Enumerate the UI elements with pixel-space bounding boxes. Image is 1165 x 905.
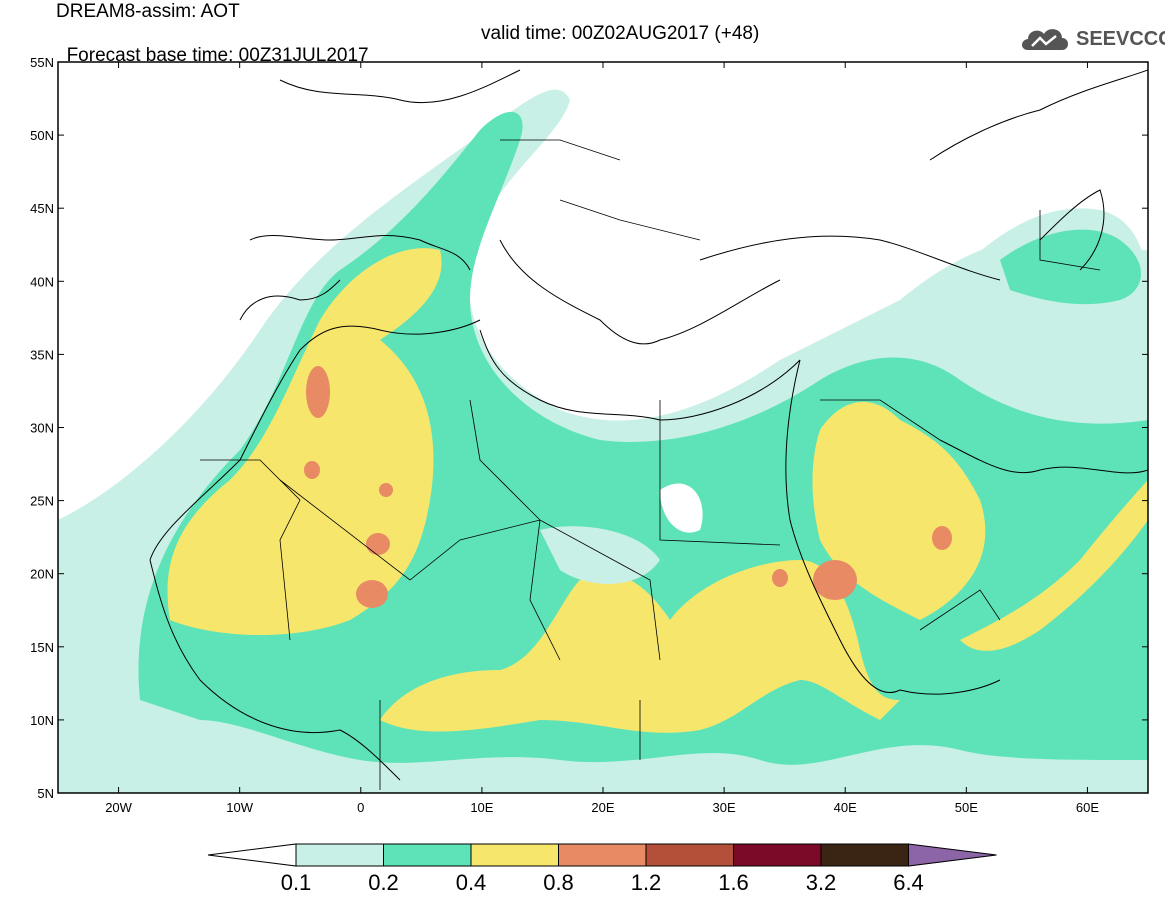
forecast-times: Forecast base time: 00Z31JUL2017 valid t… — [56, 23, 760, 89]
lat-label: 45N — [30, 201, 54, 216]
lon-label: 0 — [357, 800, 364, 815]
longitude-axis: 20W 10W 0 10E 20E 30E 40E 50E 60E — [105, 62, 1099, 815]
aot-level-0.8-e — [932, 526, 952, 550]
aot-level-0.8-c — [356, 580, 388, 608]
aot-level-0.8-h — [379, 483, 393, 497]
colorbar-segment — [295, 843, 384, 867]
colorbar-label: 0.1 — [280, 870, 312, 895]
colorbar-label: 0.8 — [543, 870, 574, 895]
colorbar-max-arrow — [908, 843, 997, 867]
lat-label: 15N — [30, 640, 54, 655]
lon-label: 30E — [713, 800, 736, 815]
aot-level-0.4-sahel — [380, 560, 900, 733]
lon-label: 10E — [470, 800, 493, 815]
aot-level-0.4-arabia — [812, 401, 986, 620]
colorbar — [207, 843, 997, 867]
lat-label: 35N — [30, 347, 54, 362]
aot-level-0.8-g — [304, 461, 320, 479]
aot-level-0.8-f — [772, 569, 788, 587]
colorbar-segment — [558, 843, 647, 867]
cloud-icon — [1022, 29, 1068, 50]
colorbar-label: 6.4 — [893, 870, 924, 895]
lon-label: 20W — [105, 800, 132, 815]
colorbar-label: 1.2 — [630, 870, 662, 895]
colorbar-label: 3.2 — [805, 870, 837, 895]
lon-label: 40E — [834, 800, 857, 815]
colorbar-label: 0.4 — [455, 870, 487, 895]
colorbar-segment — [470, 843, 559, 867]
lon-label: 50E — [955, 800, 978, 815]
aot-level-0.8-a — [306, 366, 330, 418]
logo-text: SEEVCCC — [1076, 28, 1165, 50]
aot-level-0.8-d — [813, 560, 857, 600]
aot-level-0.8-b — [366, 533, 390, 555]
lat-label: 40N — [30, 274, 54, 289]
colorbar-min-arrow — [207, 843, 297, 867]
latitude-axis: 55N 50N 45N 40N 35N 30N 25N 20N 15N 10N 5N — [30, 55, 1148, 801]
lat-label: 30N — [30, 421, 54, 436]
lon-label: 10W — [226, 800, 253, 815]
lat-label: 20N — [30, 567, 54, 582]
lon-label: 60E — [1076, 800, 1099, 815]
lat-label: 5N — [37, 786, 54, 801]
borders — [200, 139, 1101, 790]
lat-label: 50N — [30, 128, 54, 143]
map-title: DREAM8-assim: AOT — [56, 1, 240, 22]
aot-level-0.4-oman — [960, 480, 1148, 651]
lon-label: 20E — [591, 800, 614, 815]
clear-libya — [660, 483, 703, 533]
lat-label: 25N — [30, 494, 54, 509]
colorbar-segment — [820, 843, 909, 867]
lat-label: 10N — [30, 713, 54, 728]
base-time: Forecast base time: 00Z31JUL2017 — [66, 45, 369, 66]
aot-level-0.2-east — [1000, 229, 1141, 305]
colorbar-segment — [383, 843, 472, 867]
coastlines — [149, 69, 1148, 781]
seevccc-logo: SEEVCCC — [1018, 20, 1165, 60]
colorbar-label: 0.2 — [368, 870, 399, 895]
colorbar-segment — [645, 843, 734, 867]
lat-label: 55N — [30, 55, 54, 70]
valid-time: valid time: 00Z02AUG2017 (+48) — [481, 23, 760, 44]
aot-field — [58, 69, 1148, 793]
colorbar-label: 1.6 — [718, 870, 749, 895]
colorbar-segment — [733, 843, 822, 867]
